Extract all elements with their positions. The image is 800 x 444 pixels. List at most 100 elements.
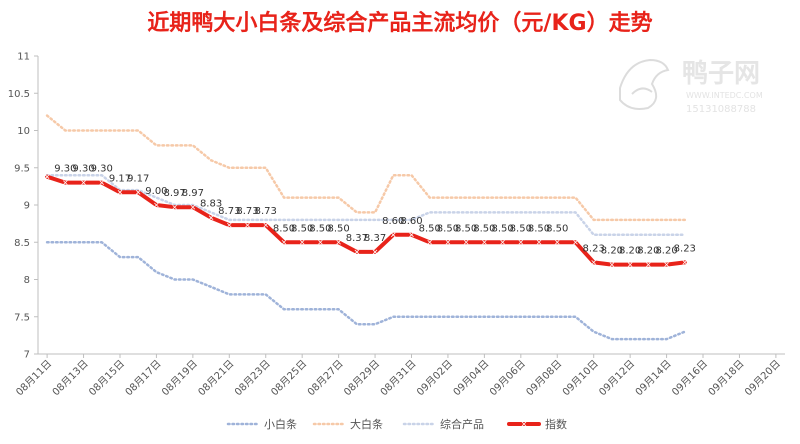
x-tick-label: 08月27日 bbox=[305, 358, 346, 399]
index-point-marker bbox=[245, 222, 250, 228]
y-axis-ticks: 7 7.5 8 8.5 9 9.5 10 10.5 11 bbox=[8, 52, 38, 361]
index-point-marker bbox=[445, 239, 451, 245]
index-data-label: 9.30 bbox=[54, 164, 76, 175]
index-point-marker bbox=[554, 239, 560, 245]
index-data-label: 9.30 bbox=[72, 164, 94, 175]
index-point-marker bbox=[627, 262, 633, 267]
y-tick-label: 8.5 bbox=[14, 238, 30, 249]
x-tick-label: 08月19日 bbox=[159, 358, 200, 399]
x-tick-label: 09月06日 bbox=[487, 358, 528, 399]
y-tick-label: 7 bbox=[24, 350, 30, 361]
index-data-label: 8.50 bbox=[419, 223, 441, 234]
y-tick-label: 7.5 bbox=[14, 312, 30, 323]
index-data-label: 9.30 bbox=[91, 164, 113, 175]
index-point-marker bbox=[682, 260, 688, 265]
x-tick-label: 08月11日 bbox=[14, 358, 55, 399]
index-point-marker bbox=[427, 239, 433, 245]
x-tick-label: 08月25日 bbox=[269, 358, 310, 399]
data-labels: 9.309.309.309.179.179.008.978.978.838.73… bbox=[54, 164, 696, 257]
index-data-label: 8.20 bbox=[655, 246, 677, 257]
watermark-phone: 15131088788 bbox=[686, 104, 756, 115]
watermark: 鸭子网 WWW.INTEDC.COM 15131088788 bbox=[619, 58, 763, 115]
index-point-marker bbox=[518, 239, 524, 245]
index-point-marker bbox=[372, 249, 378, 255]
index-point-marker bbox=[99, 180, 105, 185]
index-data-label: 8.60 bbox=[382, 216, 404, 227]
index-point-marker bbox=[500, 239, 505, 245]
y-tick-label: 11 bbox=[17, 52, 30, 63]
x-tick-label: 09月14日 bbox=[633, 358, 674, 399]
legend-marker bbox=[521, 421, 527, 427]
index-data-label: 8.50 bbox=[510, 223, 532, 234]
index-point-marker bbox=[609, 262, 615, 267]
legend: 小白条 大白条 综合产品 指数 bbox=[226, 417, 567, 431]
x-tick-label: 09月08日 bbox=[524, 358, 565, 399]
index-point-marker bbox=[482, 239, 487, 245]
y-tick-label: 9 bbox=[24, 201, 30, 212]
index-point-marker bbox=[208, 215, 214, 220]
index-data-label: 8.73 bbox=[218, 206, 240, 217]
index-data-label: 8.50 bbox=[528, 223, 550, 234]
x-tick-label: 08月29日 bbox=[342, 358, 383, 399]
index-data-label: 8.50 bbox=[437, 223, 459, 234]
index-point-marker bbox=[336, 239, 341, 245]
index-data-label: 8.50 bbox=[273, 223, 295, 234]
index-point-marker bbox=[81, 180, 86, 185]
index-point-marker bbox=[664, 262, 669, 267]
index-point-marker bbox=[536, 239, 542, 245]
x-tick-label: 09月18日 bbox=[706, 358, 747, 399]
index-data-label: 9.00 bbox=[145, 186, 167, 197]
index-point-marker bbox=[227, 222, 232, 228]
index-data-label: 8.23 bbox=[674, 243, 696, 254]
x-tick-label: 08月17日 bbox=[123, 358, 164, 399]
index-point-marker bbox=[63, 180, 68, 185]
watermark-site: WWW.INTEDC.COM bbox=[686, 91, 763, 100]
legend-label-1: 大白条 bbox=[350, 417, 383, 431]
index-point-marker bbox=[172, 204, 177, 210]
index-data-label: 8.83 bbox=[200, 199, 222, 210]
y-tick-label: 10.5 bbox=[8, 89, 30, 100]
series-layer bbox=[44, 114, 688, 341]
x-tick-label: 09月02日 bbox=[414, 358, 455, 399]
index-data-label: 8.60 bbox=[400, 216, 422, 227]
index-point-marker bbox=[409, 232, 414, 238]
index-data-label: 8.50 bbox=[473, 223, 495, 234]
series-line-2 bbox=[45, 173, 687, 237]
index-point-marker bbox=[117, 190, 123, 195]
index-point-marker bbox=[463, 239, 469, 245]
index-point-marker bbox=[154, 202, 159, 208]
index-point-marker bbox=[190, 204, 196, 210]
index-point-marker bbox=[318, 239, 323, 245]
index-point-marker bbox=[354, 249, 360, 255]
series-line-0 bbox=[45, 241, 687, 341]
x-tick-label: 09月04日 bbox=[451, 358, 492, 399]
index-data-label: 8.97 bbox=[182, 188, 204, 199]
index-point-marker bbox=[390, 232, 396, 238]
legend-label-2: 综合产品 bbox=[440, 417, 484, 431]
x-tick-label: 08月21日 bbox=[196, 358, 237, 399]
y-tick-label: 8 bbox=[24, 275, 30, 286]
index-data-label: 8.73 bbox=[255, 206, 277, 217]
index-data-label: 8.37 bbox=[346, 233, 368, 244]
index-point-marker bbox=[646, 262, 651, 267]
series-line-3 bbox=[45, 174, 687, 267]
index-point-marker bbox=[44, 174, 50, 179]
x-axis-ticks: 08月11日08月13日08月15日08月17日08月19日08月21日08月2… bbox=[14, 354, 783, 398]
index-point-marker bbox=[263, 222, 269, 228]
index-point-marker bbox=[135, 190, 141, 195]
index-data-label: 8.50 bbox=[546, 223, 568, 234]
x-tick-label: 08月15日 bbox=[86, 358, 127, 399]
axes bbox=[37, 56, 785, 355]
index-data-label: 9.17 bbox=[127, 173, 149, 184]
index-data-label: 8.20 bbox=[601, 246, 623, 257]
index-data-label: 8.23 bbox=[583, 243, 605, 254]
index-data-label: 8.50 bbox=[455, 223, 477, 234]
index-data-label: 9.17 bbox=[109, 173, 131, 184]
legend-label-3: 指数 bbox=[545, 417, 567, 431]
index-data-label: 8.20 bbox=[619, 246, 641, 257]
index-data-label: 8.37 bbox=[364, 233, 386, 244]
index-point-marker bbox=[281, 239, 287, 245]
x-tick-label: 08月31日 bbox=[378, 358, 419, 399]
